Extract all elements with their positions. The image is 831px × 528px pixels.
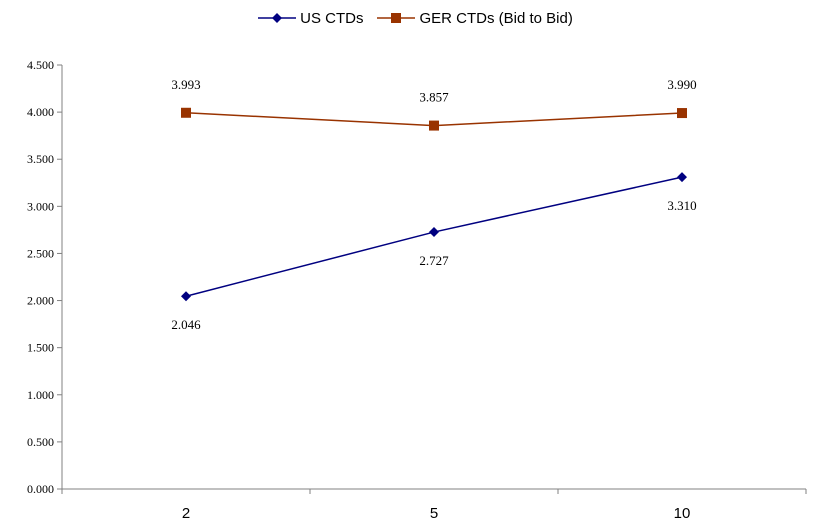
y-tick-label-1: 0.500 — [27, 435, 54, 449]
series-0-point-1 — [429, 227, 439, 238]
series-0-point-0 — [181, 291, 191, 302]
y-tick-label-0: 0.000 — [27, 482, 54, 496]
y-tick-label-7: 3.500 — [27, 152, 54, 166]
y-tick-label-9: 4.500 — [27, 58, 54, 72]
legend-swatch-us-ctds — [258, 13, 297, 23]
series-1-point-1 — [429, 120, 439, 131]
x-tick-label-0: 2 — [182, 505, 190, 522]
legend-label-ger-ctds: GER CTDs (Bid to Bid) — [419, 9, 573, 27]
x-tick-label-2: 10 — [674, 505, 691, 522]
legend-item-us-ctds: US CTDs — [258, 10, 363, 27]
series-0-data-label-1: 2.727 — [419, 253, 449, 268]
y-tick-label-6: 3.000 — [27, 199, 54, 213]
series-1-point-2 — [677, 108, 687, 119]
series-0-data-label-0: 2.046 — [171, 317, 201, 332]
series-0-point-2 — [677, 172, 687, 183]
series-1-data-label-0: 3.993 — [171, 77, 200, 92]
series-0-data-label-2: 3.310 — [667, 198, 696, 213]
legend-item-ger-ctds: GER CTDs (Bid to Bid) — [377, 9, 573, 27]
series-1-point-0 — [181, 107, 191, 118]
y-tick-label-8: 4.000 — [27, 105, 54, 119]
legend-swatch-ger-ctds — [377, 13, 416, 23]
series-1-data-label-1: 3.857 — [419, 90, 449, 105]
x-tick-label-1: 5 — [430, 505, 438, 522]
y-tick-label-2: 1.000 — [27, 388, 54, 402]
y-tick-label-3: 1.500 — [27, 341, 54, 355]
y-tick-label-4: 2.000 — [27, 294, 54, 308]
legend-label-us-ctds: US CTDs — [300, 9, 364, 27]
y-tick-label-5: 2.500 — [27, 246, 54, 260]
chart-legend: US CTDs GER CTDs (Bid to Bid) — [0, 6, 831, 30]
series-1-data-label-2: 3.990 — [667, 77, 696, 92]
